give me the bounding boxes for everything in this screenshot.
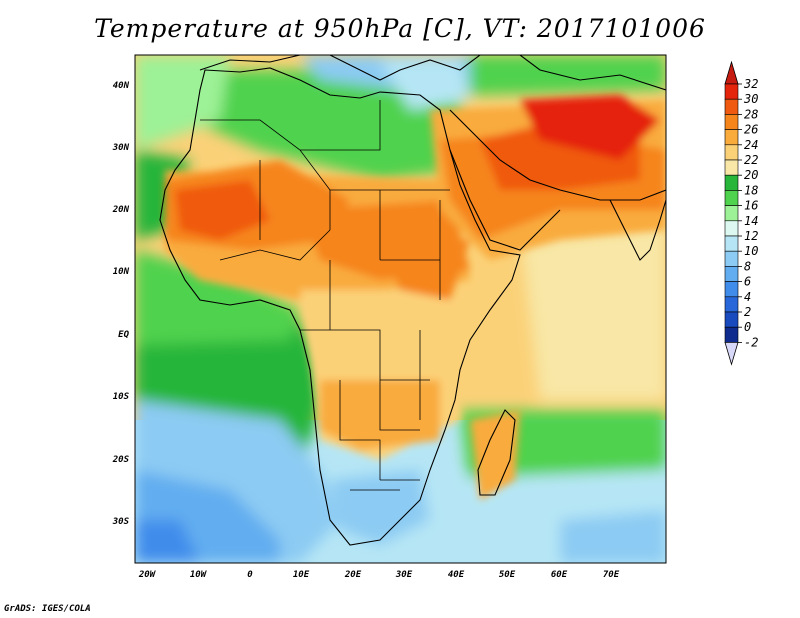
lat-tick-label: 20N — [112, 205, 130, 215]
colorbar-swatch — [724, 144, 739, 161]
lon-tick-label: 70E — [603, 570, 620, 580]
colorbar-swatch — [724, 326, 739, 343]
northwest-atlantic-green — [135, 55, 230, 150]
coastlines — [159, 55, 666, 546]
lat-tick-label: 30S — [112, 517, 130, 527]
colorbar-label: 24 — [744, 138, 758, 152]
lat-tick-label: 40N — [113, 81, 130, 91]
colorbar-swatch — [724, 220, 739, 237]
colorbar-swatch — [724, 83, 739, 100]
colorbar-label: 28 — [744, 107, 758, 121]
colorbar-label: 22 — [744, 153, 758, 167]
colorbar-label: 14 — [744, 214, 758, 228]
colorbar-label: 16 — [744, 199, 758, 213]
country-borders — [200, 100, 450, 491]
colorbar-swatch — [724, 250, 739, 267]
arabian-sea-light — [520, 220, 666, 400]
colorbar-label: 26 — [744, 123, 758, 137]
colorbar-label: 10 — [744, 244, 758, 258]
colorbar-label: 6 — [744, 275, 751, 289]
lon-tick-label: 10W — [190, 570, 208, 580]
south-africa-interior — [330, 470, 430, 545]
colorbar-label: 8 — [744, 259, 751, 273]
madagascar-warm — [470, 410, 520, 500]
colorbar-label: 12 — [744, 229, 758, 243]
temperature-field — [135, 55, 666, 563]
colorbar-swatch — [724, 266, 739, 282]
colorbar-swatch — [724, 98, 739, 115]
colorbar-swatch — [724, 114, 739, 130]
lon-tick-label: 20E — [344, 570, 362, 580]
lat-tick-label: 10S — [113, 392, 130, 402]
colorbar-swatch — [724, 190, 739, 206]
lat-tick-label: 30N — [112, 143, 130, 153]
colorbar-swatch — [724, 235, 739, 252]
lat-tick-label: 10N — [113, 267, 130, 277]
europe-coast — [199, 55, 666, 91]
colorbar-label: 30 — [743, 92, 758, 106]
equatorial-atlantic-green — [135, 250, 300, 345]
mediterranean-green — [190, 70, 460, 180]
colorbar-label: 2 — [744, 305, 751, 319]
east-africa-hot — [380, 240, 470, 300]
colorbar-swatch — [724, 129, 739, 146]
latitude-axis: 40N 30N 20N 10N EQ 10S 20S 30S — [112, 81, 130, 527]
colorbar-swatch — [724, 296, 739, 313]
lon-tick-label: 10E — [293, 570, 310, 580]
colorbar-label: 18 — [744, 183, 758, 197]
colorbar-swatch — [724, 311, 739, 328]
colorbar-bottom-arrow — [724, 342, 739, 366]
colorbar-label: 32 — [743, 77, 758, 91]
credit-label: GrADS: IGES/COLA — [4, 604, 91, 614]
arabia-coast — [449, 109, 666, 251]
colorbar-label: -2 — [744, 335, 758, 349]
europe-cool-light — [380, 60, 470, 110]
lat-tick-label: 20S — [112, 455, 130, 465]
southwest-cold-patch — [135, 520, 200, 563]
colorbar-label: 0 — [744, 320, 751, 334]
longitude-axis: 20W 10W 0 10E 20E 30E 40E 50E 60E 70E — [138, 570, 620, 580]
colorbar-swatch — [724, 174, 739, 191]
colorbar-swatch — [724, 205, 739, 222]
northeast-green — [470, 55, 666, 95]
west-sahara-core — [175, 180, 270, 240]
colorbar-label: 20 — [744, 168, 758, 182]
colorbar-swatch — [724, 159, 739, 176]
india-coast — [609, 199, 666, 261]
africa-coastline — [159, 67, 521, 546]
lon-tick-label: 30E — [395, 570, 413, 580]
colorbar-top-arrow — [724, 60, 739, 85]
madagascar-coast — [477, 409, 516, 496]
plot-frame — [134, 54, 667, 564]
lon-tick-label: 20W — [138, 570, 157, 580]
persia-core — [520, 95, 660, 160]
lon-tick-label: 0 — [247, 570, 253, 580]
lon-tick-label: 50E — [499, 570, 516, 580]
colorbar-label: 4 — [744, 290, 751, 304]
lon-tick-label: 40E — [448, 570, 465, 580]
chart-title: Temperature at 950hPa [C], VT: 201710100… — [94, 14, 706, 43]
colorbar-swatch — [724, 281, 739, 298]
lat-tick-label: EQ — [118, 330, 129, 340]
lon-tick-label: 60E — [551, 570, 568, 580]
south-indian-blue — [560, 510, 666, 563]
